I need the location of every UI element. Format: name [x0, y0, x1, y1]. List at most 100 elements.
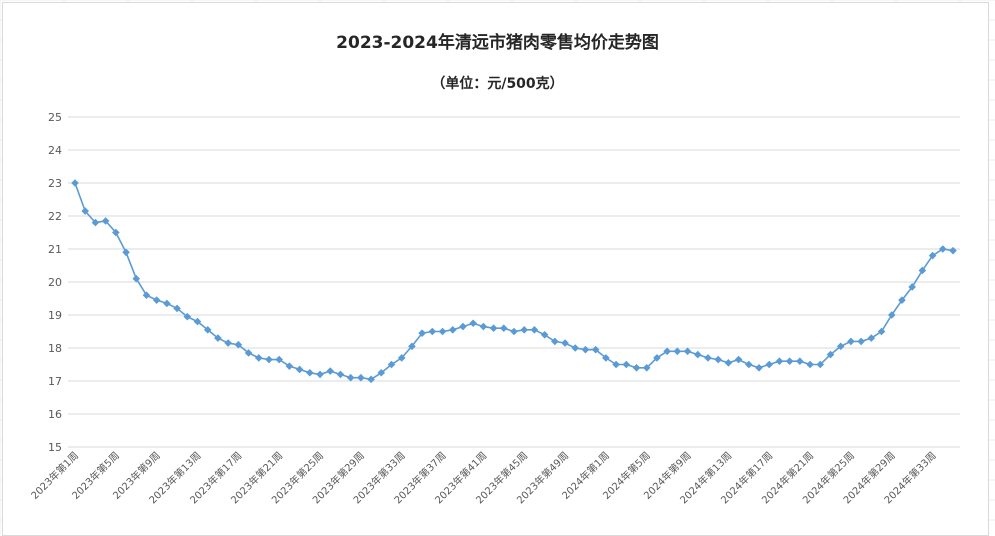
- data-point[interactable]: [561, 339, 569, 347]
- data-point[interactable]: [81, 207, 90, 215]
- data-point[interactable]: [265, 355, 273, 364]
- data-point[interactable]: [632, 364, 641, 372]
- data-point[interactable]: [285, 362, 294, 370]
- data-point[interactable]: [163, 299, 171, 308]
- data-point[interactable]: [336, 370, 345, 379]
- data-point[interactable]: [203, 326, 212, 334]
- data-point[interactable]: [551, 337, 559, 346]
- data-point[interactable]: [918, 266, 927, 275]
- data-point[interactable]: [765, 360, 774, 369]
- data-point[interactable]: [438, 327, 447, 336]
- data-point[interactable]: [306, 368, 314, 377]
- data-point[interactable]: [857, 337, 865, 346]
- data-point[interactable]: [489, 324, 498, 332]
- data-point[interactable]: [357, 373, 365, 382]
- data-point[interactable]: [132, 274, 141, 283]
- y-tick-label: 21: [48, 243, 62, 256]
- data-point[interactable]: [785, 357, 794, 365]
- data-point[interactable]: [244, 349, 253, 357]
- data-point[interactable]: [152, 296, 161, 304]
- data-point[interactable]: [806, 360, 814, 369]
- y-tick-label: 23: [48, 177, 62, 190]
- data-point[interactable]: [571, 344, 580, 352]
- data-point[interactable]: [796, 357, 804, 365]
- data-point[interactable]: [683, 347, 692, 356]
- data-point[interactable]: [642, 364, 651, 372]
- data-point[interactable]: [397, 354, 406, 362]
- data-point[interactable]: [714, 355, 722, 364]
- data-point[interactable]: [142, 291, 151, 299]
- data-point[interactable]: [173, 304, 181, 313]
- data-point[interactable]: [673, 347, 682, 356]
- data-point[interactable]: [693, 350, 702, 359]
- data-point[interactable]: [938, 245, 947, 253]
- data-point[interactable]: [499, 324, 508, 332]
- data-point[interactable]: [949, 246, 957, 255]
- data-point[interactable]: [510, 327, 518, 336]
- data-point[interactable]: [734, 355, 743, 364]
- data-point[interactable]: [122, 248, 130, 257]
- data-point[interactable]: [112, 228, 120, 237]
- data-point[interactable]: [755, 364, 763, 372]
- data-point[interactable]: [387, 360, 396, 369]
- data-point[interactable]: [91, 218, 100, 227]
- data-point[interactable]: [520, 326, 529, 334]
- data-point[interactable]: [867, 334, 876, 342]
- data-point[interactable]: [826, 350, 835, 359]
- data-point[interactable]: [704, 354, 712, 362]
- data-point[interactable]: [745, 360, 753, 369]
- data-point[interactable]: [775, 357, 784, 365]
- data-point[interactable]: [847, 337, 855, 346]
- y-tick-label: 20: [48, 276, 62, 289]
- data-point[interactable]: [428, 327, 437, 336]
- data-point[interactable]: [346, 373, 355, 382]
- data-point[interactable]: [591, 345, 600, 354]
- data-point[interactable]: [448, 326, 457, 334]
- data-point[interactable]: [816, 360, 825, 369]
- y-tick-label: 18: [48, 342, 62, 355]
- data-point[interactable]: [663, 347, 671, 356]
- chart-title: 2023-2024年清远市猪肉零售均价走势图: [336, 33, 659, 53]
- data-point[interactable]: [908, 283, 916, 291]
- data-point[interactable]: [724, 359, 733, 367]
- data-point[interactable]: [224, 339, 232, 347]
- data-point[interactable]: [622, 360, 631, 369]
- data-point[interactable]: [887, 311, 896, 319]
- chart-subtitle: （单位：元/500克）: [431, 76, 564, 92]
- data-point[interactable]: [479, 322, 488, 331]
- data-point[interactable]: [183, 312, 192, 321]
- data-point[interactable]: [295, 365, 304, 374]
- data-point[interactable]: [877, 327, 886, 336]
- y-tick-label: 15: [48, 441, 62, 454]
- series-line: [74, 182, 954, 381]
- data-point[interactable]: [898, 296, 906, 304]
- data-point[interactable]: [193, 317, 202, 326]
- data-point[interactable]: [612, 360, 620, 369]
- y-axis-ticks: 15 16 17 18 19 20 21 22 23 24 25: [48, 111, 62, 454]
- data-point[interactable]: [316, 370, 324, 379]
- data-point[interactable]: [214, 334, 222, 342]
- data-point[interactable]: [653, 354, 661, 362]
- data-point[interactable]: [530, 326, 539, 334]
- data-point[interactable]: [234, 340, 243, 349]
- data-point[interactable]: [408, 342, 416, 351]
- data-point[interactable]: [367, 375, 375, 384]
- data-point[interactable]: [377, 368, 386, 377]
- y-tick-label: 17: [48, 375, 62, 388]
- y-tick-label: 16: [48, 408, 62, 421]
- data-point[interactable]: [326, 367, 335, 375]
- data-point[interactable]: [928, 251, 937, 260]
- data-point[interactable]: [581, 345, 590, 354]
- data-point[interactable]: [540, 331, 549, 339]
- data-point[interactable]: [602, 354, 610, 362]
- data-point[interactable]: [275, 355, 283, 364]
- data-point[interactable]: [101, 217, 110, 225]
- data-point[interactable]: [254, 354, 263, 362]
- data-point[interactable]: [459, 322, 467, 331]
- data-point[interactable]: [418, 329, 426, 337]
- data-point[interactable]: [469, 319, 477, 328]
- data-point[interactable]: [836, 342, 845, 351]
- data-point[interactable]: [71, 179, 79, 187]
- y-tick-label: 25: [48, 111, 62, 124]
